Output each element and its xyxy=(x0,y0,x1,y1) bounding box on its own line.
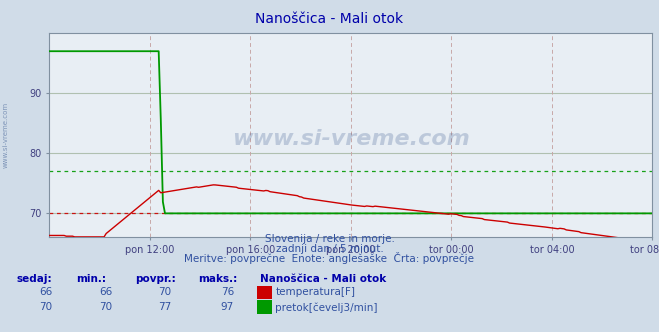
Text: 66: 66 xyxy=(99,287,112,297)
Text: 77: 77 xyxy=(158,302,171,312)
Text: Slovenija / reke in morje.: Slovenija / reke in morje. xyxy=(264,234,395,244)
Text: 76: 76 xyxy=(221,287,234,297)
Text: pretok[čevelj3/min]: pretok[čevelj3/min] xyxy=(275,302,378,313)
Text: povpr.:: povpr.: xyxy=(135,274,176,284)
Text: maks.:: maks.: xyxy=(198,274,237,284)
Text: sedaj:: sedaj: xyxy=(16,274,52,284)
Text: zadnji dan / 5 minut.: zadnji dan / 5 minut. xyxy=(275,244,384,254)
Text: 70: 70 xyxy=(158,287,171,297)
Text: www.si-vreme.com: www.si-vreme.com xyxy=(232,129,470,149)
Text: min.:: min.: xyxy=(76,274,106,284)
Text: 97: 97 xyxy=(221,302,234,312)
Text: www.si-vreme.com: www.si-vreme.com xyxy=(2,102,9,168)
Text: Meritve: povprečne  Enote: anglešaške  Črta: povprečje: Meritve: povprečne Enote: anglešaške Črt… xyxy=(185,252,474,264)
Text: 70: 70 xyxy=(99,302,112,312)
Text: 70: 70 xyxy=(40,302,53,312)
Text: temperatura[F]: temperatura[F] xyxy=(275,287,355,297)
Text: Nanoščica - Mali otok: Nanoščica - Mali otok xyxy=(260,274,387,284)
Text: 66: 66 xyxy=(40,287,53,297)
Text: Nanoščica - Mali otok: Nanoščica - Mali otok xyxy=(256,12,403,26)
